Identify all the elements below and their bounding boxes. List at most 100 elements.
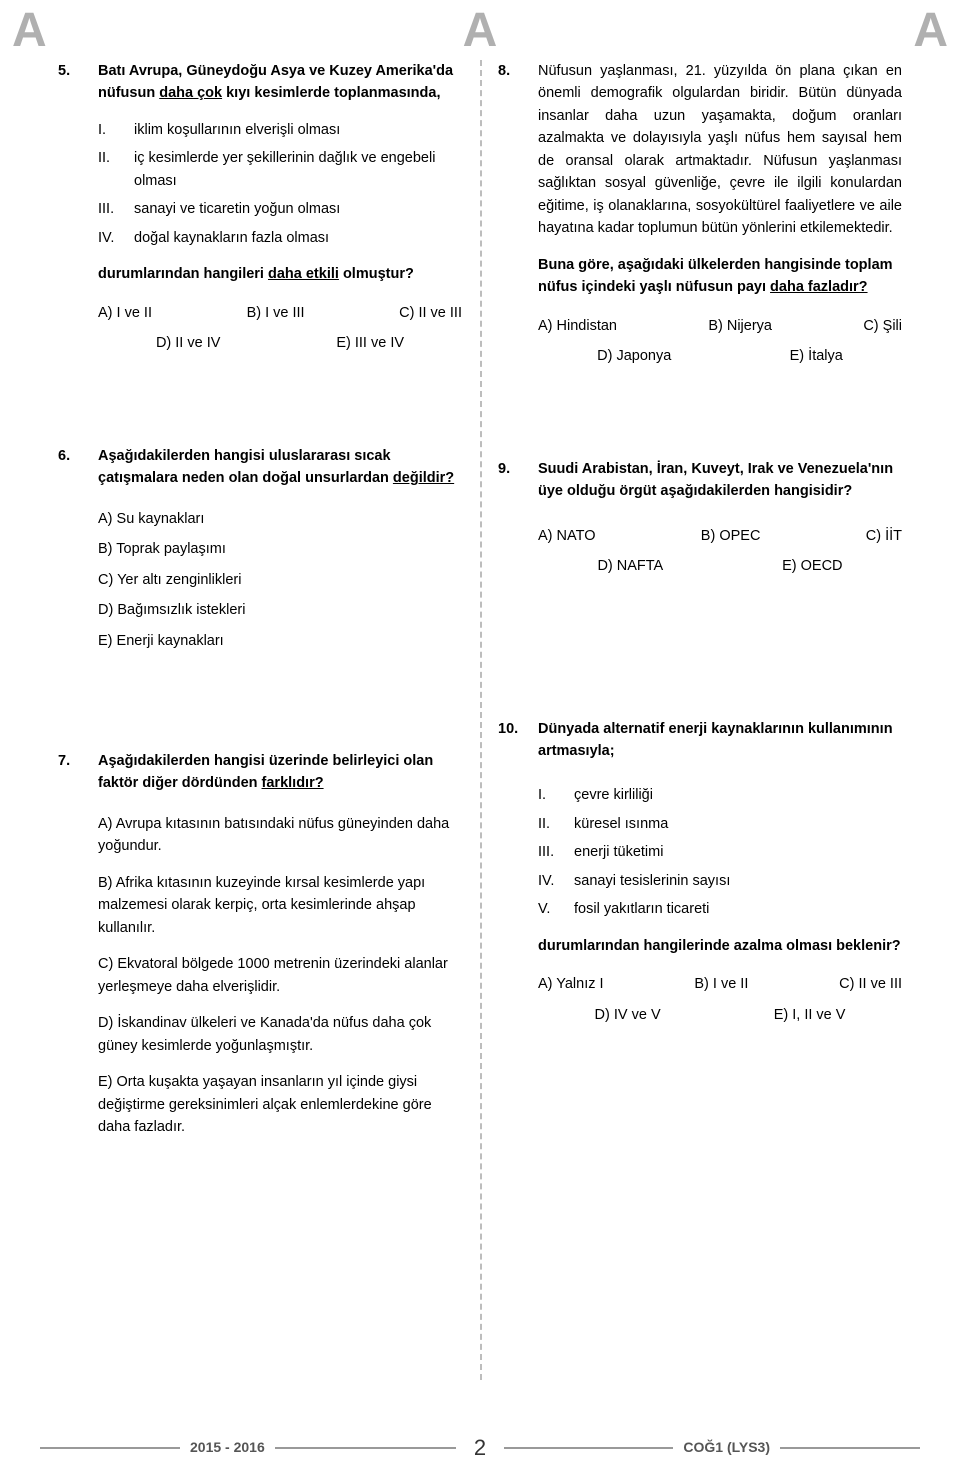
q10-opt-c: C) II ve III bbox=[839, 973, 902, 995]
q5-r4n: IV. bbox=[98, 227, 126, 249]
q10-r4: sanayi tesislerinin sayısı bbox=[574, 870, 730, 892]
q5-number: 5. bbox=[58, 60, 84, 355]
watermark-a-right: A bbox=[913, 0, 948, 68]
header-watermark: A A A bbox=[0, 0, 960, 48]
q5-opt-b: B) I ve III bbox=[247, 302, 305, 324]
q8-stem: Nüfusun yaşlanması, 21. yüzyılda ön plan… bbox=[538, 60, 902, 240]
q8-options-row2: D) Japonya E) İtalya bbox=[538, 345, 902, 367]
footer-left: 2015 - 2016 bbox=[40, 1437, 456, 1459]
question-5: 5. Batı Avrupa, Güneydoğu Asya ve Kuzey … bbox=[58, 60, 462, 355]
q10-r2: küresel ısınma bbox=[574, 813, 668, 835]
q10-r4n: IV. bbox=[538, 870, 566, 892]
q7-opt-c: C) Ekvatoral bölgede 1000 metrenin üzeri… bbox=[98, 953, 462, 998]
left-column: 5. Batı Avrupa, Güneydoğu Asya ve Kuzey … bbox=[40, 60, 480, 1167]
q8-number: 8. bbox=[498, 60, 524, 368]
q6-stem: Aşağıdakilerden hangisi uluslararası sıc… bbox=[98, 445, 462, 490]
q10-follow: durumlarından hangilerinde azalma olması… bbox=[538, 935, 902, 957]
q10-options-row1: A) Yalnız I B) I ve II C) II ve III bbox=[538, 973, 902, 995]
q9-opt-e: E) OECD bbox=[782, 555, 842, 577]
footer-year: 2015 - 2016 bbox=[190, 1437, 265, 1459]
question-10: 10. Dünyada alternatif enerji kaynakları… bbox=[498, 718, 902, 1027]
question-9: 9. Suudi Arabistan, İran, Kuveyt, Irak v… bbox=[498, 458, 902, 578]
q9-opt-a: A) NATO bbox=[538, 525, 595, 547]
q7-opt-a: A) Avrupa kıtasının batısındaki nüfus gü… bbox=[98, 813, 462, 858]
q8-opt-d: D) Japonya bbox=[597, 345, 671, 367]
q6-opt-c: C) Yer altı zenginlikleri bbox=[98, 569, 462, 591]
q6-options: A) Su kaynakları B) Toprak paylaşımı C) … bbox=[98, 508, 462, 652]
q6-opt-b: B) Toprak paylaşımı bbox=[98, 538, 462, 560]
q9-opt-c: C) İİT bbox=[866, 525, 902, 547]
footer-line-left2 bbox=[275, 1447, 456, 1449]
q10-r5: fosil yakıtların ticareti bbox=[574, 898, 709, 920]
q5-follow-a: durumlarından hangileri bbox=[98, 266, 268, 282]
question-8: 8. Nüfusun yaşlanması, 21. yüzyılda ön p… bbox=[498, 60, 902, 368]
q10-number: 10. bbox=[498, 718, 524, 1027]
q8-opt-e: E) İtalya bbox=[790, 345, 843, 367]
q7-opt-e: E) Orta kuşakta yaşayan insanların yıl i… bbox=[98, 1071, 462, 1138]
q8-options-row1: A) Hindistan B) Nijerya C) Şili bbox=[538, 315, 902, 337]
q10-opt-a: A) Yalnız I bbox=[538, 973, 604, 995]
q5-r2n: II. bbox=[98, 147, 126, 192]
q5-options-row2: D) II ve IV E) III ve IV bbox=[98, 332, 462, 354]
q5-opt-d: D) II ve IV bbox=[156, 332, 220, 354]
q10-options-row2: D) IV ve V E) I, II ve V bbox=[538, 1004, 902, 1026]
footer-page: 2 bbox=[456, 1431, 504, 1465]
question-7: 7. Aşağıdakilerden hangisi üzerinde beli… bbox=[58, 750, 462, 1147]
watermark-a-left: A bbox=[12, 0, 47, 68]
q5-opt-e: E) III ve IV bbox=[336, 332, 404, 354]
q8-opt-b: B) Nijerya bbox=[708, 315, 772, 337]
q7-opt-d: D) İskandinav ülkeleri ve Kanada'da nüfu… bbox=[98, 1012, 462, 1057]
q5-r2: iç kesimlerde yer şekillerinin dağlık ve… bbox=[134, 147, 462, 192]
q6-opt-e: E) Enerji kaynakları bbox=[98, 630, 462, 652]
q6-opt-a: A) Su kaynakları bbox=[98, 508, 462, 530]
q5-opt-c: C) II ve III bbox=[399, 302, 462, 324]
q5-follow-c: olmuştur? bbox=[339, 266, 414, 282]
q5-follow-b: daha etkili bbox=[268, 266, 339, 282]
q8-follow-b: daha fazladır? bbox=[770, 279, 868, 295]
q9-options-row1: A) NATO B) OPEC C) İİT bbox=[538, 525, 902, 547]
q10-r2n: II. bbox=[538, 813, 566, 835]
footer-right: COĞ1 (LYS3) bbox=[504, 1437, 920, 1459]
q7-number: 7. bbox=[58, 750, 84, 1147]
q7-stem-b: farklıdır? bbox=[262, 775, 324, 791]
footer-line-right2 bbox=[780, 1447, 920, 1449]
q10-roman-list: I.çevre kirliliği II.küresel ısınma III.… bbox=[538, 784, 902, 920]
q10-r1: çevre kirliliği bbox=[574, 784, 653, 806]
q5-r1: iklim koşullarının elverişli olması bbox=[134, 119, 340, 141]
column-divider bbox=[480, 60, 482, 1380]
q9-opt-b: B) OPEC bbox=[701, 525, 761, 547]
q10-stem: Dünyada alternatif enerji kaynaklarının … bbox=[538, 718, 902, 763]
q9-number: 9. bbox=[498, 458, 524, 578]
q5-r3: sanayi ve ticaretin yoğun olması bbox=[134, 198, 340, 220]
q8-opt-a: A) Hindistan bbox=[538, 315, 617, 337]
q9-opt-d: D) NAFTA bbox=[597, 555, 663, 577]
q5-r3n: III. bbox=[98, 198, 126, 220]
q5-options-row1: A) I ve II B) I ve III C) II ve III bbox=[98, 302, 462, 324]
q7-options: A) Avrupa kıtasının batısındaki nüfus gü… bbox=[98, 813, 462, 1139]
q10-r3n: III. bbox=[538, 841, 566, 863]
q5-opt-a: A) I ve II bbox=[98, 302, 152, 324]
q10-opt-b: B) I ve II bbox=[694, 973, 748, 995]
q8-follow: Buna göre, aşağıdaki ülkelerden hangisin… bbox=[538, 254, 902, 299]
q9-options-row2: D) NAFTA E) OECD bbox=[538, 555, 902, 577]
q5-stem-b: daha çok bbox=[159, 85, 222, 101]
q6-stem-a: Aşağıdakilerden hangisi uluslararası sıc… bbox=[98, 448, 393, 486]
q7-opt-b: B) Afrika kıtasının kuzeyinde kırsal kes… bbox=[98, 872, 462, 939]
q9-stem: Suudi Arabistan, İran, Kuveyt, Irak ve V… bbox=[538, 458, 902, 503]
q5-roman-list: I.iklim koşullarının elverişli olması II… bbox=[98, 119, 462, 249]
footer: 2015 - 2016 2 COĞ1 (LYS3) bbox=[0, 1431, 960, 1465]
footer-line-left bbox=[40, 1447, 180, 1449]
q8-opt-c: C) Şili bbox=[863, 315, 902, 337]
q10-r3: enerji tüketimi bbox=[574, 841, 663, 863]
q5-stem: Batı Avrupa, Güneydoğu Asya ve Kuzey Ame… bbox=[98, 60, 462, 105]
watermark-a-center: A bbox=[463, 0, 498, 68]
footer-code: COĞ1 (LYS3) bbox=[683, 1437, 770, 1459]
q6-number: 6. bbox=[58, 445, 84, 660]
footer-line-right bbox=[504, 1447, 673, 1449]
q5-r4: doğal kaynakların fazla olması bbox=[134, 227, 329, 249]
q5-stem-c: kıyı kesimlerde toplanmasında, bbox=[222, 85, 440, 101]
q6-stem-b: değildir? bbox=[393, 470, 454, 486]
q10-r5n: V. bbox=[538, 898, 566, 920]
q6-opt-d: D) Bağımsızlık istekleri bbox=[98, 599, 462, 621]
question-6: 6. Aşağıdakilerden hangisi uluslararası … bbox=[58, 445, 462, 660]
